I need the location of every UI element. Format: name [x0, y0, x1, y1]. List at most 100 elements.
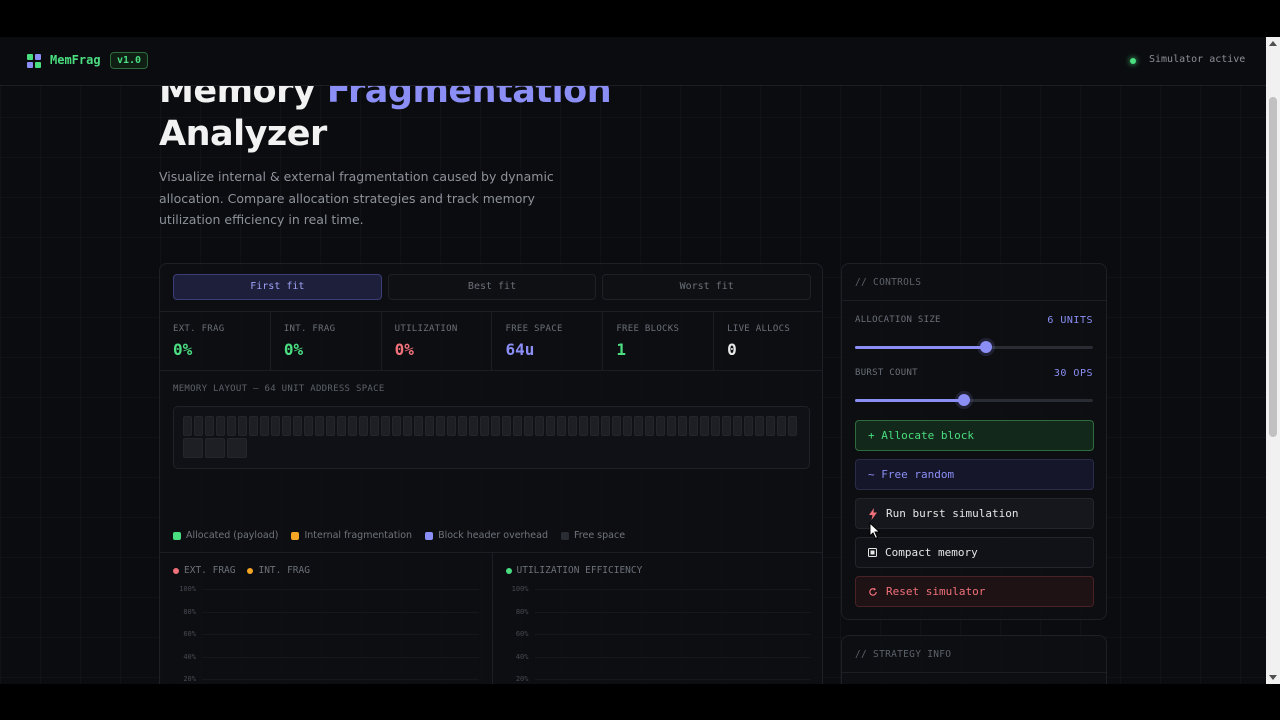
chart-legend: EXT. FRAG INT. FRAG [173, 565, 310, 576]
allocate-block-button[interactable]: + Allocate block [855, 420, 1094, 451]
scroll-down-icon[interactable] [1269, 675, 1277, 680]
series-dot [247, 567, 254, 574]
memory-cell [458, 416, 467, 436]
simulator-panel: First fit Best fit Worst fit EXT. FRAG 0… [159, 263, 823, 684]
memory-cell [469, 416, 478, 436]
mouse-cursor-icon [869, 522, 881, 540]
memory-cell [700, 416, 709, 436]
stat-value: 0% [173, 340, 193, 359]
memory-cell [414, 416, 423, 436]
stat-label: FREE BLOCKS [616, 324, 680, 334]
divider [842, 672, 1106, 673]
run-burst-button[interactable]: Run burst simulation [855, 498, 1094, 529]
memory-cell [249, 416, 258, 436]
memory-cell [238, 416, 247, 436]
memory-cell [337, 416, 346, 436]
version-badge: v1.0 [110, 52, 149, 69]
slider-thumb[interactable] [958, 394, 971, 406]
stat-int-frag: INT. FRAG 0% [271, 312, 382, 370]
stat-label: EXT. FRAG [173, 324, 225, 334]
legend-label: Internal fragmentation [304, 530, 413, 541]
memory-cell [788, 416, 797, 436]
memory-cell [271, 416, 280, 436]
page-scrollbar[interactable] [1266, 37, 1280, 684]
compact-memory-button[interactable]: Compact memory [855, 537, 1094, 568]
y-tick-label: 80% [183, 607, 196, 616]
y-tick-label: 20% [515, 675, 529, 683]
memory-cell [513, 416, 522, 436]
memory-cell [359, 416, 368, 436]
scroll-thumb[interactable] [1269, 97, 1277, 437]
controls-panel: // CONTROLS ALLOCATION SIZE 6 UNITS BURS… [841, 263, 1107, 620]
gridline [534, 611, 811, 613]
allocation-size-value: 6 UNITS [1047, 315, 1093, 326]
chart-legend: UTILIZATION EFFICIENCY [505, 565, 643, 576]
y-tick-label: 20% [183, 675, 196, 683]
slider-fill [855, 399, 965, 402]
memory-cell [447, 416, 456, 436]
stat-free-blocks: FREE BLOCKS 1 [603, 312, 715, 370]
tab-worst-fit[interactable]: Worst fit [602, 274, 812, 300]
letterbox-bottom [0, 684, 1280, 720]
memory-cell [216, 416, 225, 436]
free-label: ~ Free random [868, 468, 955, 481]
memory-cell [348, 416, 357, 436]
scroll-up-icon[interactable] [1269, 41, 1277, 46]
title-line2: Analyzer [159, 114, 327, 154]
free-random-button[interactable]: ~ Free random [855, 459, 1094, 490]
stat-value: 0 [727, 340, 737, 359]
tab-best-fit[interactable]: Best fit [387, 274, 597, 300]
series-int-frag: INT. FRAG [247, 565, 310, 576]
strategy-info-panel: // STRATEGY INFO [841, 635, 1107, 684]
series-label: EXT. FRAG [184, 565, 236, 576]
gridline [202, 611, 479, 613]
burst-count-slider[interactable] [855, 394, 1093, 406]
gridline [534, 589, 811, 590]
y-tick-label: 40% [515, 652, 529, 661]
memory-cell [194, 416, 203, 436]
stat-live-allocs: LIVE ALLOCS 0 [714, 312, 822, 370]
memory-cell [612, 416, 621, 436]
memory-cell [282, 416, 291, 436]
y-tick-label: 80% [515, 607, 529, 616]
legend-swatch [291, 531, 300, 540]
allocation-size-slider[interactable] [855, 341, 1093, 353]
memory-cell [777, 416, 786, 436]
square-icon [868, 548, 877, 557]
memory-cell [623, 416, 632, 436]
series-label: UTILIZATION EFFICIENCY [516, 565, 643, 576]
memory-cell [205, 438, 225, 458]
slider-fill [855, 346, 986, 349]
reset-simulator-button[interactable]: Reset simulator [855, 576, 1094, 607]
y-tick-label: 40% [183, 652, 196, 661]
memory-cell [590, 416, 599, 436]
gridline [202, 679, 479, 680]
memory-cell [227, 416, 236, 436]
y-tick-label: 60% [183, 630, 196, 638]
status-text: Simulator active [1149, 54, 1246, 65]
memory-cell [557, 416, 566, 436]
slider-thumb[interactable] [979, 341, 992, 353]
memory-cell [535, 416, 544, 436]
series-label: INT. FRAG [258, 565, 310, 576]
stat-value: 1 [616, 340, 626, 359]
page-subtitle: Visualize internal & external fragmentat… [159, 169, 554, 227]
logo-icon [27, 54, 41, 68]
stat-ext-frag: EXT. FRAG 0% [160, 312, 271, 370]
tab-first-fit[interactable]: First fit [173, 274, 382, 300]
memory-cell [667, 416, 676, 436]
memory-cell [315, 416, 324, 436]
memory-cell [183, 416, 192, 436]
series-dot [173, 567, 179, 574]
fragmentation-chart: EXT. FRAG INT. FRAG 100%80%60%40%20%0% [160, 553, 493, 684]
legend-internal-frag: Internal fragmentation [291, 530, 412, 541]
status-dot-icon [1130, 58, 1136, 64]
series-utilization: UTILIZATION EFFICIENCY [505, 565, 643, 576]
memory-cell [183, 438, 203, 458]
memory-layout-label: MEMORY LAYOUT — 64 UNIT ADDRESS SPACE [173, 384, 385, 394]
memory-cell [381, 416, 390, 436]
gridline [534, 656, 811, 658]
y-axis: 100%80%60%40%20%0% [160, 585, 200, 684]
stat-label: INT. FRAG [283, 324, 336, 334]
y-axis: 100%80%60%40%20%0% [493, 585, 533, 684]
